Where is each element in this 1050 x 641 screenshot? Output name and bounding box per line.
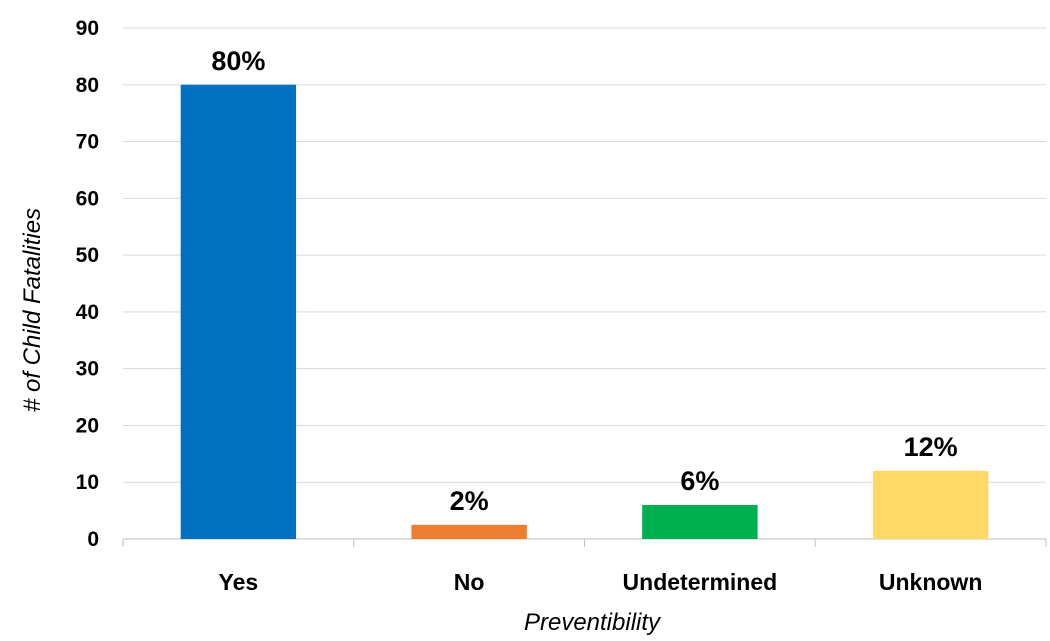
y-tick-label: 90 bbox=[76, 17, 99, 40]
bar bbox=[872, 470, 989, 539]
y-tick-label: 40 bbox=[76, 301, 99, 324]
data-label: 80% bbox=[211, 46, 265, 76]
bar bbox=[180, 84, 297, 540]
y-tick-label: 10 bbox=[76, 471, 99, 494]
category-label: Undetermined bbox=[623, 569, 778, 595]
y-tick-label: 0 bbox=[87, 528, 99, 551]
y-tick-label: 50 bbox=[76, 244, 99, 267]
y-axis-title: # of Child Fatalities bbox=[19, 208, 46, 412]
data-label: 2% bbox=[450, 486, 489, 516]
x-axis-title: Preventibility bbox=[524, 609, 662, 636]
data-labels: 80% 2% 6% 12% bbox=[211, 46, 957, 516]
category-labels: Yes No Undetermined Unknown bbox=[219, 569, 983, 595]
y-axis-tick-labels: 0 10 20 30 40 50 60 70 80 90 bbox=[76, 17, 99, 551]
x-axis-tick-marks bbox=[122, 539, 1047, 547]
y-tick-label: 20 bbox=[76, 414, 99, 437]
category-label: Yes bbox=[219, 569, 259, 595]
y-tick-label: 30 bbox=[76, 358, 99, 381]
y-tick-label: 80 bbox=[76, 74, 99, 97]
data-label: 12% bbox=[904, 432, 958, 462]
bar bbox=[642, 504, 758, 539]
y-tick-label: 60 bbox=[76, 187, 99, 210]
bars bbox=[180, 84, 989, 540]
bar bbox=[411, 524, 527, 539]
category-label: Unknown bbox=[879, 569, 983, 595]
data-label: 6% bbox=[680, 466, 719, 496]
category-label: No bbox=[454, 569, 485, 595]
y-tick-label: 70 bbox=[76, 131, 99, 154]
